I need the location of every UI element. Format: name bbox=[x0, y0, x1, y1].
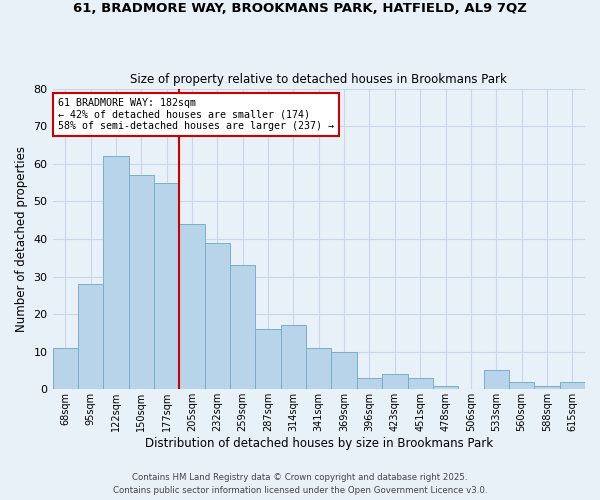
Bar bbox=[103, 156, 128, 390]
Bar bbox=[281, 326, 306, 390]
Bar bbox=[78, 284, 103, 390]
Bar bbox=[128, 175, 154, 390]
Bar bbox=[407, 378, 433, 390]
Bar bbox=[509, 382, 534, 390]
Bar bbox=[154, 182, 179, 390]
Bar bbox=[382, 374, 407, 390]
Y-axis label: Number of detached properties: Number of detached properties bbox=[15, 146, 28, 332]
Bar bbox=[306, 348, 331, 390]
Text: 61, BRADMORE WAY, BROOKMANS PARK, HATFIELD, AL9 7QZ: 61, BRADMORE WAY, BROOKMANS PARK, HATFIE… bbox=[73, 2, 527, 16]
Text: 61 BRADMORE WAY: 182sqm
← 42% of detached houses are smaller (174)
58% of semi-d: 61 BRADMORE WAY: 182sqm ← 42% of detache… bbox=[58, 98, 334, 131]
Bar bbox=[484, 370, 509, 390]
Bar bbox=[331, 352, 357, 390]
Bar bbox=[433, 386, 458, 390]
Text: Contains HM Land Registry data © Crown copyright and database right 2025.
Contai: Contains HM Land Registry data © Crown c… bbox=[113, 474, 487, 495]
Bar bbox=[205, 242, 230, 390]
Bar bbox=[560, 382, 585, 390]
Title: Size of property relative to detached houses in Brookmans Park: Size of property relative to detached ho… bbox=[130, 73, 507, 86]
Bar bbox=[179, 224, 205, 390]
Bar bbox=[53, 348, 78, 390]
Bar bbox=[357, 378, 382, 390]
Bar bbox=[534, 386, 560, 390]
X-axis label: Distribution of detached houses by size in Brookmans Park: Distribution of detached houses by size … bbox=[145, 437, 493, 450]
Bar bbox=[256, 329, 281, 390]
Bar bbox=[230, 265, 256, 390]
